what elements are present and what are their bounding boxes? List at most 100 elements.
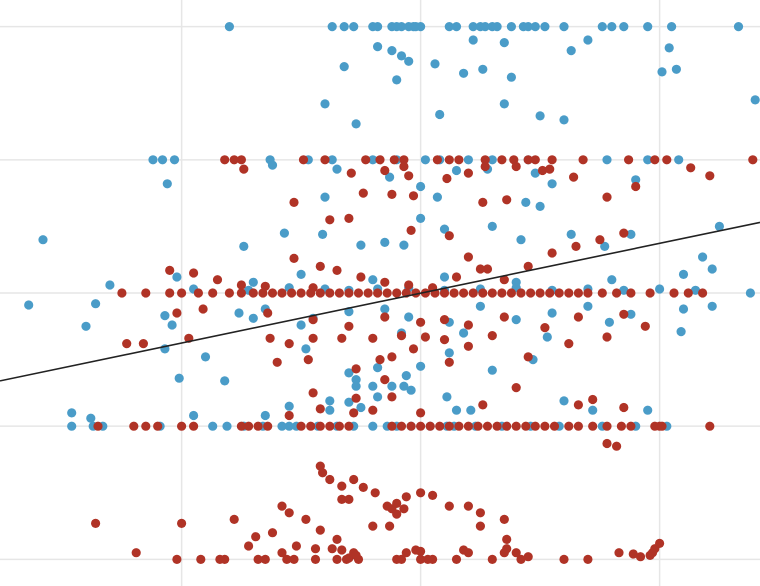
trend-line <box>0 221 760 382</box>
data-point-blue <box>487 155 497 165</box>
data-point-red <box>459 545 469 555</box>
data-point-red <box>545 288 555 298</box>
data-point-red <box>475 508 485 518</box>
data-point-blue <box>690 285 701 295</box>
data-point-red <box>444 155 454 165</box>
data-point-red <box>284 508 294 518</box>
data-point-red <box>530 155 540 165</box>
data-point-blue <box>373 22 383 32</box>
data-point-red <box>497 288 507 298</box>
data-point-blue <box>200 352 211 362</box>
data-point-blue <box>559 22 569 32</box>
data-point-red <box>602 332 612 342</box>
data-point-blue <box>380 304 390 314</box>
data-point-red <box>425 421 435 431</box>
data-point-red <box>564 339 574 349</box>
data-point-blue <box>506 22 516 32</box>
data-point-blue <box>349 22 359 32</box>
data-point-red <box>220 155 230 165</box>
data-point-red <box>291 541 301 551</box>
data-point-blue <box>392 75 402 85</box>
data-point-red <box>578 155 588 165</box>
data-point-red <box>399 161 409 172</box>
data-point-blue <box>707 301 717 311</box>
data-point-blue <box>351 119 361 129</box>
data-point-blue <box>535 201 545 211</box>
data-point-red <box>408 191 419 201</box>
data-point-blue <box>466 405 476 415</box>
data-point-red <box>535 288 545 298</box>
data-point-red <box>626 421 636 431</box>
data-point-red <box>545 164 555 174</box>
data-point-red <box>387 352 397 362</box>
data-point-blue <box>284 421 294 431</box>
data-point-blue <box>385 172 395 182</box>
data-point-blue <box>325 405 335 415</box>
data-point-red <box>253 554 263 565</box>
data-point-blue <box>631 175 641 185</box>
data-point-red <box>382 288 392 298</box>
data-point-red <box>220 554 230 565</box>
data-point-red <box>363 288 373 298</box>
data-point-blue <box>475 301 485 311</box>
data-point-red <box>301 514 311 525</box>
data-point-red <box>289 554 299 565</box>
data-point-blue <box>714 221 725 231</box>
data-point-red <box>406 225 416 235</box>
data-point-blue <box>399 240 409 250</box>
data-point-red <box>344 288 354 298</box>
data-point-blue <box>516 235 526 245</box>
data-point-blue <box>301 344 311 354</box>
data-point-red <box>662 155 672 165</box>
data-point-red <box>153 421 163 431</box>
data-point-red <box>399 504 409 514</box>
data-point-blue <box>320 192 330 202</box>
data-point-red <box>277 548 287 558</box>
data-point-blue <box>678 304 689 314</box>
data-point-red <box>573 288 584 298</box>
data-point-blue <box>435 109 445 120</box>
data-point-red <box>428 554 438 565</box>
data-point-blue <box>463 155 473 165</box>
data-point-red <box>640 321 650 331</box>
data-point-red <box>444 501 454 511</box>
data-point-red <box>277 501 287 511</box>
data-point-red <box>511 548 521 558</box>
data-point-red <box>463 341 473 351</box>
data-point-red <box>239 164 249 174</box>
data-point-red <box>521 421 531 431</box>
data-point-red <box>396 331 407 341</box>
data-point-blue <box>220 376 230 386</box>
data-point-blue <box>439 224 450 234</box>
data-point-blue <box>444 22 454 32</box>
data-point-red <box>387 392 397 402</box>
data-point-red <box>416 546 426 557</box>
data-point-blue <box>267 160 278 170</box>
data-point-blue <box>167 320 177 330</box>
data-point-red <box>392 498 402 508</box>
data-point-red <box>392 288 402 298</box>
data-point-red <box>406 421 416 431</box>
data-point-red <box>698 288 708 298</box>
data-point-blue <box>368 275 378 285</box>
data-point-blue <box>160 311 170 321</box>
data-point-red <box>306 288 316 298</box>
data-point-red <box>573 421 584 431</box>
data-point-red <box>141 288 151 298</box>
data-point-blue <box>451 165 462 176</box>
data-point-red <box>308 333 318 343</box>
data-point-red <box>277 288 287 298</box>
data-point-red <box>439 288 450 298</box>
data-point-blue <box>224 22 234 32</box>
data-point-red <box>334 421 344 431</box>
data-point-blue <box>547 179 557 189</box>
data-point-red <box>416 421 426 431</box>
data-point-red <box>387 421 397 431</box>
data-point-blue <box>344 397 354 407</box>
data-point-red <box>258 288 268 298</box>
data-point-red <box>416 317 426 327</box>
data-point-red <box>298 155 309 165</box>
data-point-red <box>337 545 347 555</box>
data-point-blue <box>566 46 576 56</box>
data-point-blue <box>399 381 409 391</box>
